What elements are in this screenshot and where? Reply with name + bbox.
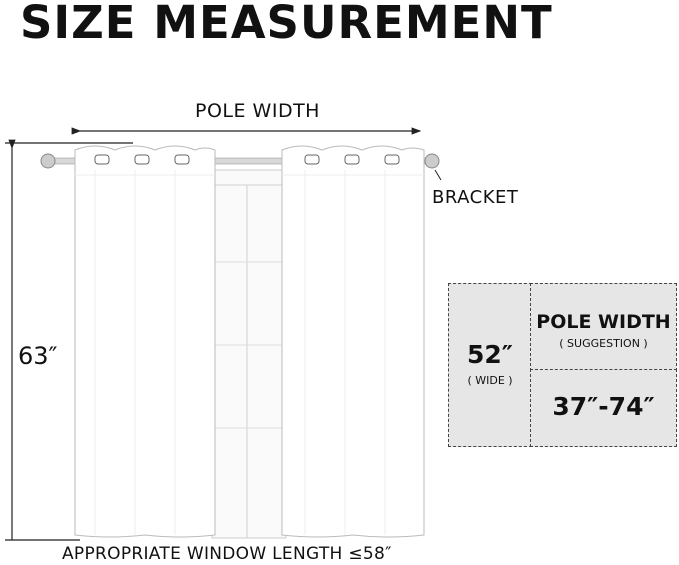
window (211, 169, 287, 539)
pole-header-cell: POLE WIDTH ( SUGGESTION ) (530, 283, 677, 371)
bracket-label: BRACKET (432, 187, 519, 208)
page-title: SIZE MEASUREMENT (20, 0, 553, 49)
pole-width-label: POLE WIDTH (195, 100, 320, 122)
height-label: 63″ (18, 342, 58, 370)
right-curtain-panel (281, 145, 425, 538)
width-value: 52″ (467, 340, 513, 369)
pole-range: 37″-74″ (552, 392, 655, 421)
pole-note: ( SUGGESTION ) (559, 337, 648, 350)
width-cell: 52″ ( WIDE ) (448, 283, 532, 447)
width-note: ( WIDE ) (467, 374, 513, 387)
window-length-label: APPROPRIATE WINDOW LENGTH ≤58″ (62, 544, 392, 564)
left-curtain-panel (74, 145, 216, 538)
curtain-rod (40, 153, 442, 181)
pole-range-cell: 37″-74″ (530, 369, 677, 447)
pole-header: POLE WIDTH (536, 311, 671, 333)
